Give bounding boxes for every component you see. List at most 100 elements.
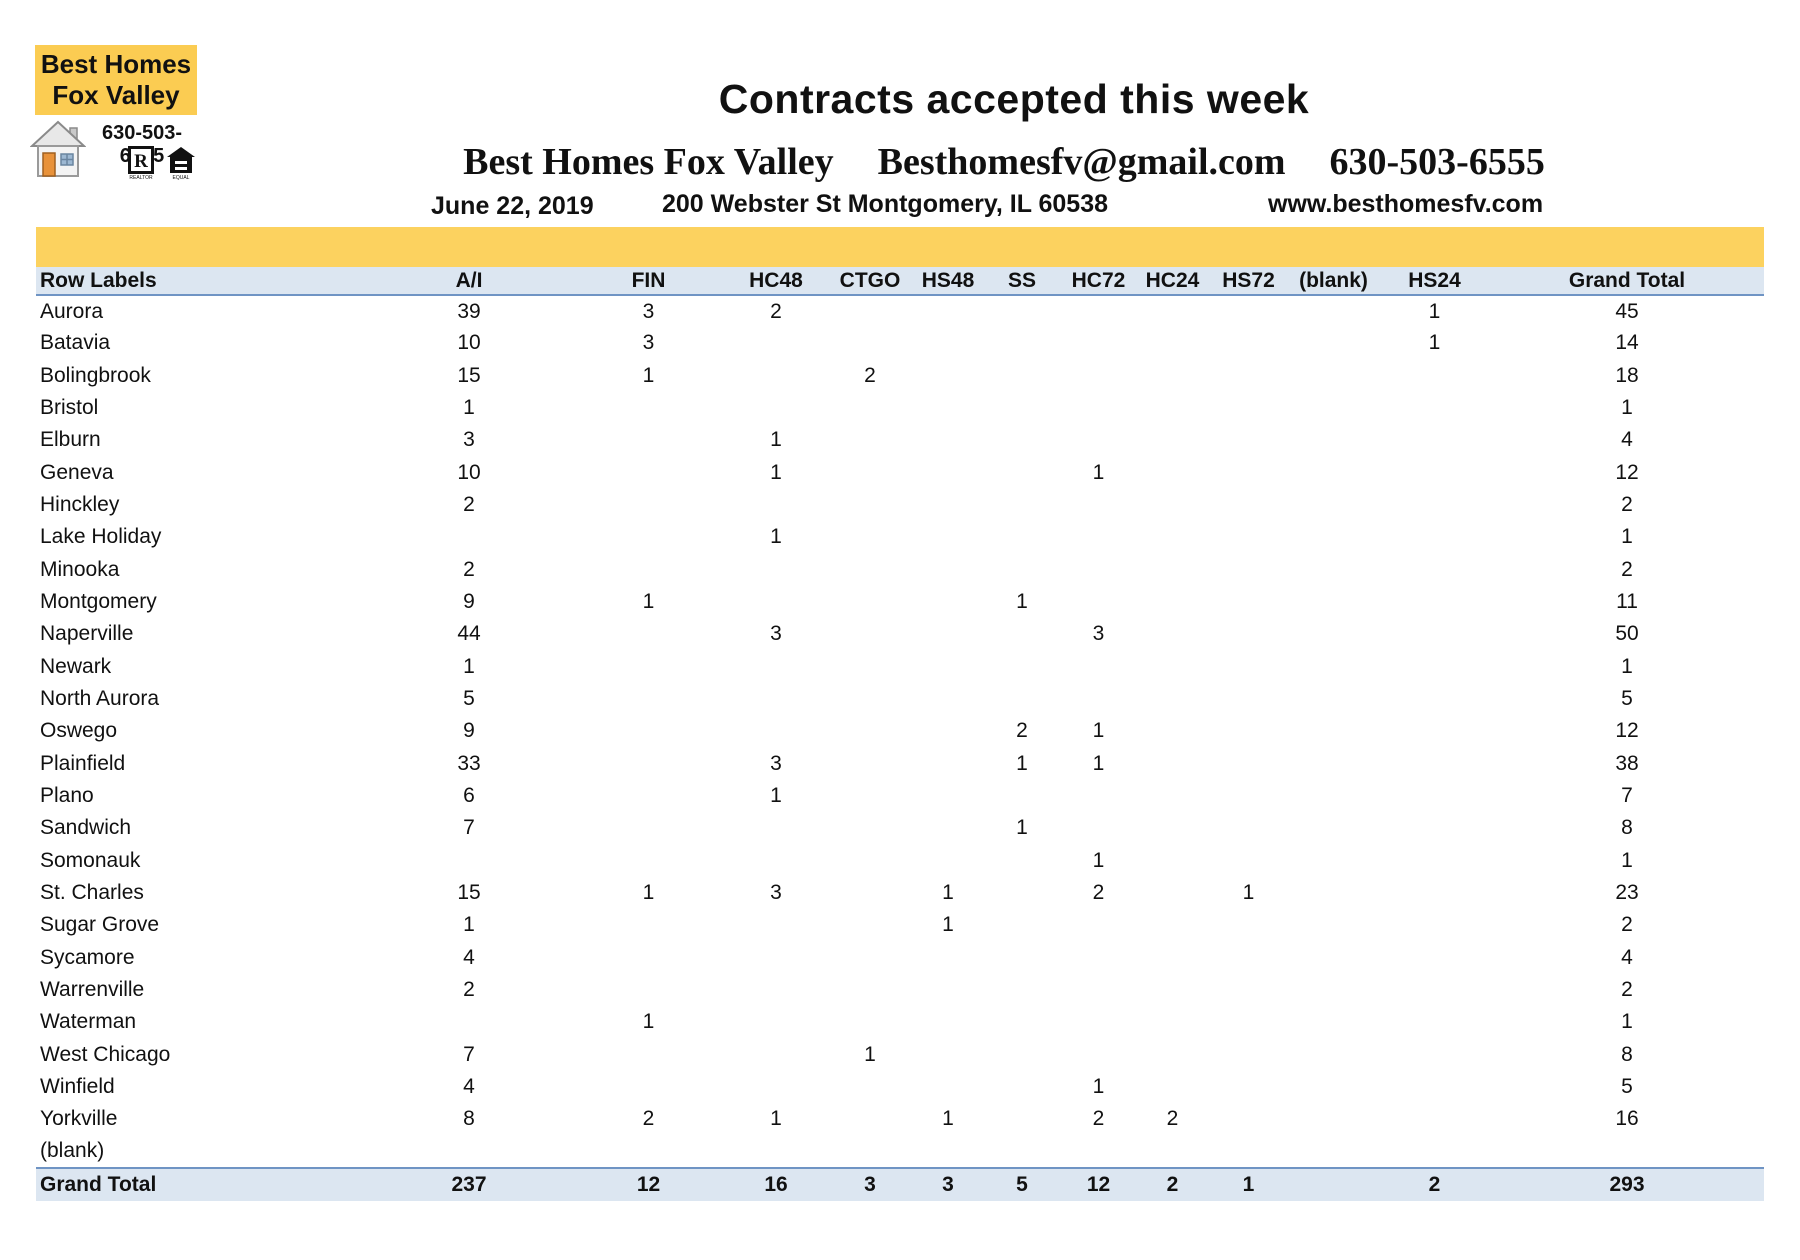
value-cell [827, 521, 913, 553]
value-cell [1136, 780, 1209, 812]
value-cell: 1 [463, 654, 475, 678]
value-cell [572, 457, 725, 489]
value-cell [1288, 1103, 1379, 1135]
value-cell [983, 489, 1061, 521]
value-cell [1061, 521, 1136, 553]
value-cell: 9 [463, 590, 475, 614]
value-cell [1136, 1006, 1209, 1038]
value-cell [1379, 392, 1490, 424]
value-cell [1136, 845, 1209, 877]
value-cell: 7 [1621, 784, 1633, 808]
value-cell [1379, 1136, 1490, 1168]
value-cell: 2 [770, 299, 782, 323]
value-cell [1379, 909, 1490, 941]
value-cell [725, 1136, 827, 1168]
value-cell: 10 [457, 331, 481, 355]
value-cell [1136, 392, 1209, 424]
column-header: HC72 [1061, 267, 1136, 296]
grand-total-value: 12 [572, 1166, 725, 1201]
value-cell: 8 [463, 1107, 475, 1131]
value-cell [827, 715, 913, 747]
value-cell: 1 [642, 881, 655, 905]
value-cell: 5 [463, 687, 475, 711]
value-cell: 1 [1092, 719, 1105, 743]
value-cell: 15 [457, 363, 481, 387]
value-cell [725, 1071, 827, 1103]
value-cell [1379, 1103, 1490, 1135]
value-cell [827, 554, 913, 586]
value-cell [572, 812, 725, 844]
value-cell [1061, 554, 1136, 586]
grand-total-value: 12 [1061, 1166, 1136, 1201]
column-header: HS48 [913, 267, 983, 296]
value-cell: 1 [770, 428, 782, 452]
value-cell [1288, 489, 1379, 521]
table-row: St. Charles 15 1 3 1 2 1 23 [36, 877, 1764, 909]
equal-housing-icon: EQUAL [167, 147, 195, 180]
value-cell [827, 327, 913, 359]
value-cell [572, 521, 725, 553]
value-cell [827, 424, 913, 456]
value-cell [1379, 521, 1490, 553]
value-cell: 23 [1615, 881, 1639, 905]
value-cell: 2 [1621, 557, 1633, 581]
value-cell [983, 845, 1061, 877]
value-cell [725, 974, 827, 1006]
grand-total-value: 1 [1209, 1166, 1288, 1201]
value-cell [913, 489, 983, 521]
value-cell [1136, 295, 1209, 327]
table-row: Minooka 2 2 [36, 554, 1764, 586]
value-cell [725, 942, 827, 974]
value-cell [1209, 424, 1288, 456]
value-cell [983, 1103, 1061, 1135]
value-cell: 14 [1615, 331, 1639, 355]
value-cell [1209, 360, 1288, 392]
value-cell: 2 [1092, 1107, 1105, 1131]
value-cell [725, 489, 827, 521]
value-cell [1379, 554, 1490, 586]
value-cell [983, 1071, 1061, 1103]
value-cell [725, 1006, 827, 1038]
value-cell [913, 1136, 983, 1168]
realtor-r-icon: R REALTOR [128, 146, 154, 180]
value-cell [1288, 457, 1379, 489]
value-cell [1288, 748, 1379, 780]
value-cell [1136, 586, 1209, 618]
value-cell: 4 [463, 945, 475, 969]
value-cell [1209, 521, 1288, 553]
value-cell [1209, 748, 1288, 780]
column-header: A/I [366, 267, 572, 296]
row-label-cell: Warrenville [40, 978, 145, 1002]
value-cell [1209, 392, 1288, 424]
page-title: Contracts accepted this week [718, 76, 1310, 122]
row-label-cell: Waterman [40, 1010, 137, 1034]
value-cell [913, 1071, 983, 1103]
value-cell: 1 [770, 784, 782, 808]
value-cell [1288, 554, 1379, 586]
value-cell [1136, 554, 1209, 586]
value-cell [983, 1006, 1061, 1038]
column-header: Row Labels [36, 267, 366, 296]
row-label-cell: Naperville [40, 622, 134, 646]
row-label-cell: Montgomery [40, 590, 157, 614]
table-row: Aurora 39 3 2 1 45 [36, 295, 1764, 327]
value-cell [1288, 360, 1379, 392]
value-cell: 1 [770, 525, 782, 549]
value-cell [1288, 942, 1379, 974]
row-label-cell: Sandwich [40, 816, 132, 840]
row-label-cell: Sycamore [40, 945, 135, 969]
value-cell [1136, 457, 1209, 489]
row-label-cell: Somonauk [40, 848, 141, 872]
value-cell [1061, 942, 1136, 974]
value-cell [1061, 683, 1136, 715]
value-cell [572, 1136, 725, 1168]
value-cell [1209, 1039, 1288, 1071]
value-cell [827, 683, 913, 715]
value-cell [1136, 1071, 1209, 1103]
value-cell [913, 651, 983, 683]
value-cell [983, 877, 1061, 909]
value-cell [1379, 424, 1490, 456]
column-header: HC24 [1136, 267, 1209, 296]
value-cell [1379, 1039, 1490, 1071]
value-cell [1136, 715, 1209, 747]
